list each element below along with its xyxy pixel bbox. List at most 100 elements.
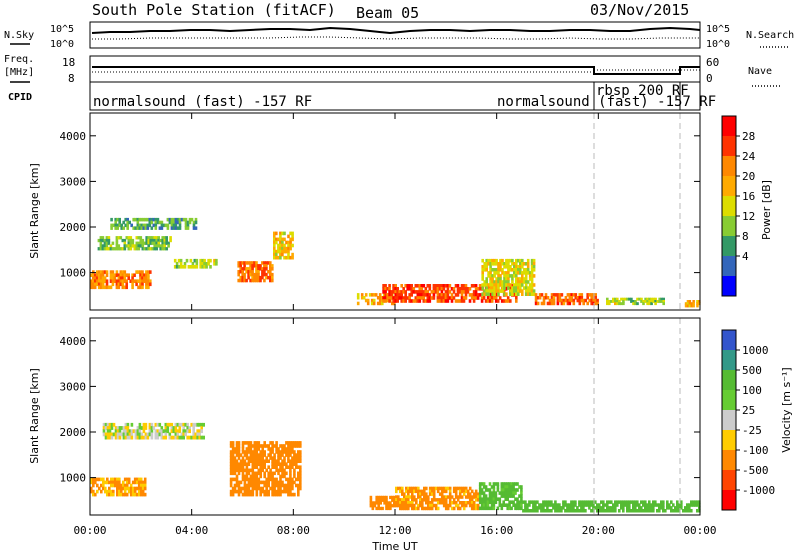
power-cell	[93, 279, 97, 283]
colorbar-swatch	[722, 196, 736, 217]
velocity-cell	[108, 432, 112, 437]
velocity-cell	[550, 503, 553, 507]
velocity-cell	[295, 453, 298, 457]
power-cell	[493, 280, 496, 284]
velocity-cell	[421, 498, 424, 502]
velocity-cell	[436, 486, 440, 491]
velocity-cell	[120, 492, 123, 497]
power-cell	[460, 284, 464, 288]
velocity-cell	[648, 503, 651, 507]
velocity-cell	[690, 509, 693, 513]
velocity-cell	[488, 500, 492, 504]
velocity-cell	[170, 429, 174, 434]
noise-panel: N.Sky 10^5 10^0 10^5 10^0 N.Search	[4, 21, 794, 50]
power-cell	[251, 261, 254, 265]
power-cell	[125, 273, 128, 277]
velocity-cell	[415, 501, 418, 505]
velocity-cell	[293, 456, 296, 460]
power-cell	[263, 267, 266, 271]
velocity-cell	[271, 459, 274, 463]
velocity-cell	[271, 486, 274, 491]
power-cell	[287, 249, 290, 254]
power-cell	[476, 296, 480, 300]
power-cell	[414, 284, 418, 288]
velocity-cell	[444, 498, 448, 502]
power-cell	[101, 236, 105, 240]
power-cell	[92, 285, 95, 290]
power-cell	[534, 301, 538, 306]
power-cell	[129, 236, 133, 240]
power-cell	[538, 296, 542, 300]
velocity-cell	[249, 450, 253, 454]
power-cell	[143, 273, 146, 277]
power-cell	[137, 241, 141, 245]
power-cell	[195, 262, 199, 266]
velocity-region	[229, 441, 302, 497]
power-cell	[506, 299, 510, 303]
velocity-cell	[496, 497, 500, 501]
noise-ytick-low: 10^0	[50, 39, 74, 50]
power-cell	[434, 290, 438, 294]
velocity-cell	[580, 500, 583, 504]
velocity-cell	[638, 509, 641, 513]
velocity-cell	[558, 503, 561, 507]
power-cell	[131, 273, 134, 277]
velocity-cell	[174, 429, 178, 434]
power-cell	[145, 247, 148, 251]
power-cell	[489, 258, 492, 263]
velocity-cell	[277, 456, 280, 460]
velocity-cell	[291, 465, 294, 469]
power-cell	[279, 246, 282, 251]
velocity-cell	[178, 422, 182, 427]
velocity-cell	[694, 503, 697, 507]
power-cell	[540, 301, 544, 306]
power-cell	[149, 282, 152, 287]
power-cell	[135, 279, 138, 283]
power-cell	[408, 296, 411, 300]
power-cell	[650, 300, 653, 303]
power-cell	[115, 279, 119, 283]
velocity-cell	[389, 501, 392, 505]
velocity-cell	[162, 435, 166, 440]
velocity-cell	[128, 432, 132, 437]
velocity-cell	[106, 432, 110, 437]
velocity-cell	[558, 506, 561, 510]
velocity-cell	[492, 497, 496, 501]
velocity-cell	[120, 486, 123, 491]
power-cell	[436, 284, 440, 288]
velocity-cell	[381, 506, 384, 511]
power-cell	[490, 296, 494, 300]
velocity-cell	[652, 506, 655, 510]
power-cell	[606, 302, 609, 306]
velocity-cell	[427, 501, 430, 505]
velocity-cell	[395, 503, 398, 508]
velocity-cell	[520, 497, 523, 501]
velocity-cell	[112, 432, 116, 437]
velocity-cell	[670, 500, 673, 504]
velocity-region	[395, 486, 480, 511]
velocity-cell	[694, 500, 697, 504]
velocity-cell	[676, 506, 679, 510]
power-cell	[289, 240, 292, 245]
velocity-cell	[176, 422, 180, 427]
velocity-cell	[417, 495, 420, 499]
velocity-cell	[295, 441, 298, 445]
power-cell	[424, 290, 428, 294]
velocity-cell	[421, 492, 424, 496]
velocity-cell	[528, 500, 531, 504]
power-cell	[692, 300, 695, 303]
power-cell	[99, 241, 103, 245]
velocity-cell	[436, 498, 440, 502]
power-cell	[255, 272, 258, 277]
velocity-cell	[241, 462, 245, 466]
power-cell	[509, 299, 512, 303]
velocity-cell	[261, 468, 264, 473]
velocity-cell	[492, 506, 496, 511]
power-cell	[568, 301, 572, 306]
power-cell	[281, 246, 284, 251]
velocity-cell	[275, 462, 278, 466]
velocity-cell	[417, 506, 420, 511]
power-cell	[511, 277, 514, 281]
power-cell	[552, 293, 556, 297]
velocity-cell	[259, 456, 262, 460]
